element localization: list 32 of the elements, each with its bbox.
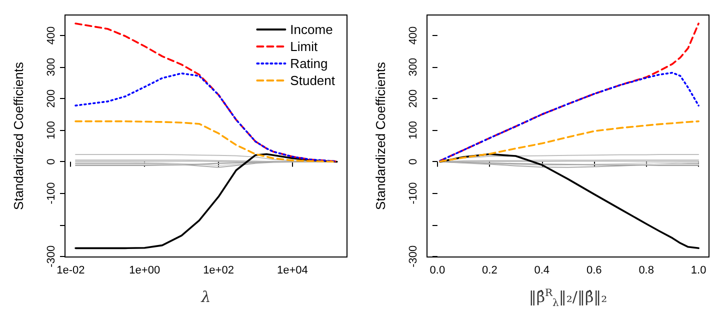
x-tick-label: 1e+04 [276,264,308,276]
y-tick-label: 400 [46,26,58,45]
x-tick-label: 1e+02 [203,264,234,276]
x-axis-title: λ [200,288,212,306]
y-tick-label: 200 [46,89,58,108]
y-tick-label: 0 [46,158,58,165]
y-tick-label: 300 [46,58,58,76]
y-tick-label: -100 [408,182,420,204]
y-tick-label: 100 [408,120,420,140]
legend-label: Income [290,22,333,37]
y-axis-title: Standardized Coefficients [11,62,26,210]
x-tick-label: 0.0 [430,264,446,276]
y-tick-label: 200 [408,89,420,108]
x-tick-label: 1e-02 [56,264,85,276]
x-tick-label: 0.6 [586,264,602,276]
legend-label: Student [290,73,336,88]
y-tick-label: -300 [46,245,58,268]
y-tick-label: 100 [46,120,58,140]
legend-label: Rating [290,56,328,71]
y-tick-label: -300 [408,245,420,268]
x-tick-label: 0.4 [534,264,550,276]
y-axis-title: Standardized Coefficients [373,62,388,210]
y-tick-label: 0 [408,158,420,165]
y-tick-label: 400 [408,26,420,45]
x-tick-label: 1.0 [690,264,706,276]
x-tick-label: 0.2 [482,264,498,276]
legend-label: Limit [290,39,318,54]
x-axis-title: ‖β̂$^{R}$$_{λ}$‖₂/‖β̂‖₂ [528,288,608,309]
x-tick-label: 0.8 [638,264,654,276]
x-tick-label: 1e+00 [129,264,160,276]
y-tick-label: 300 [408,58,420,76]
y-tick-label: -100 [46,182,58,204]
